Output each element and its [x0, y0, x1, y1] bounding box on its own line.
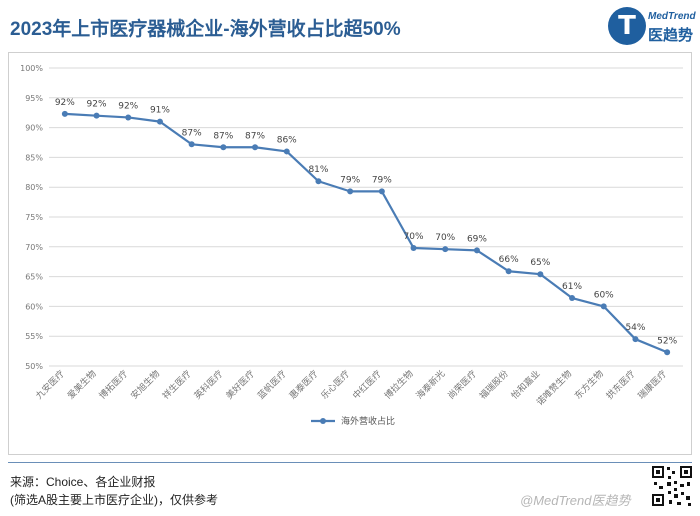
- data-point: [220, 144, 227, 151]
- source-disclaimer: (筛选A股主要上市医疗企业)，仅供参考: [10, 493, 218, 507]
- logo-t-icon: T: [608, 7, 646, 45]
- data-label: 81%: [308, 165, 328, 175]
- data-point: [442, 246, 449, 253]
- data-point: [347, 188, 354, 195]
- x-tick-label: 瑞康医疗: [635, 368, 669, 402]
- data-label: 60%: [594, 290, 614, 300]
- data-point: [664, 349, 671, 356]
- x-tick-label: 英科医疗: [192, 368, 226, 402]
- data-label: 87%: [245, 131, 265, 141]
- chart-container: 50% 55% 60% 65% 70% 75% 80% 85% 90% 95% 100% 九安医疗 爱美…: [8, 52, 692, 455]
- y-tick-label: 100%: [20, 64, 43, 73]
- logo-text-en: MedTrend: [648, 11, 696, 22]
- y-tick-label: 55%: [25, 332, 43, 341]
- x-tick-label: 怡和嘉业: [509, 368, 543, 402]
- x-tick-label: 爱美生物: [65, 368, 99, 402]
- data-point: [283, 148, 290, 155]
- x-tick-label: 乐心医疗: [318, 368, 352, 402]
- data-label: 87%: [213, 131, 233, 141]
- header: 2023年上市医疗器械企业-海外营收占比超50% T MedTrend 医趋势: [0, 0, 700, 52]
- x-tick-label: 祥生医疗: [160, 368, 194, 402]
- x-tick-label: 安旭生物: [128, 368, 162, 402]
- data-label: 70%: [435, 233, 455, 243]
- data-point: [410, 244, 417, 251]
- data-point: [188, 141, 195, 148]
- y-tick-label: 90%: [25, 124, 43, 133]
- data-point: [156, 118, 163, 125]
- data-label: 79%: [372, 175, 392, 185]
- page-title: 2023年上市医疗器械企业-海外营收占比超50%: [10, 19, 401, 40]
- data-point: [93, 112, 100, 119]
- data-label: 61%: [562, 282, 582, 292]
- data-label: 66%: [499, 255, 519, 265]
- x-tick-label: 博拉生物: [382, 368, 416, 402]
- data-point: [252, 144, 259, 151]
- y-tick-label: 85%: [25, 153, 43, 162]
- data-label: 86%: [277, 135, 297, 145]
- y-tick-label: 80%: [25, 183, 43, 192]
- x-tick-label: 蓝帆医疗: [255, 368, 289, 402]
- data-point: [505, 268, 512, 275]
- data-label: 79%: [340, 175, 360, 185]
- data-point: [473, 247, 480, 254]
- legend-marker: [320, 418, 326, 424]
- data-label: 54%: [625, 323, 645, 333]
- x-tick-label: 尚荣医疗: [445, 368, 479, 402]
- x-tick-label: 海泰新光: [413, 368, 447, 402]
- series-line: [64, 112, 668, 354]
- x-tick-label: 九安医疗: [33, 368, 67, 402]
- data-label: 87%: [182, 128, 202, 138]
- y-tick-label: 75%: [25, 213, 43, 222]
- x-tick-label: 中红医疗: [350, 368, 384, 402]
- x-tick-label: 美好医疗: [223, 368, 257, 402]
- source-note: 来源：Choice、各企业财报: [10, 475, 156, 489]
- data-label: 92%: [87, 100, 107, 110]
- data-label: 52%: [657, 336, 677, 346]
- x-tick-label: 福瑞股份: [477, 368, 511, 402]
- data-point: [632, 336, 639, 343]
- data-point: [600, 303, 607, 310]
- data-point: [315, 178, 322, 185]
- data-label: 92%: [118, 101, 138, 111]
- medtrend-logo: T MedTrend 医趋势: [608, 7, 696, 47]
- x-tick-label: 博拓医疗: [96, 368, 130, 402]
- y-tick-label: 95%: [25, 94, 43, 103]
- y-tick-label: 65%: [25, 273, 43, 282]
- qr-code-icon: [650, 464, 694, 508]
- data-label: 69%: [467, 234, 487, 244]
- logo-text-cn: 医趋势: [648, 27, 694, 44]
- data-label: 70%: [404, 232, 424, 242]
- x-tick-label: 东方生物: [572, 368, 606, 402]
- footer-divider: [8, 462, 692, 463]
- y-tick-label: 70%: [25, 243, 43, 252]
- data-point: [125, 114, 132, 121]
- data-point: [61, 110, 68, 117]
- data-label: 92%: [55, 98, 75, 108]
- y-tick-label: 60%: [25, 302, 43, 311]
- x-tick-label: 拱东医疗: [604, 368, 638, 402]
- y-tick-label: 50%: [25, 362, 43, 371]
- data-point: [537, 271, 544, 278]
- data-point: [569, 295, 576, 302]
- data-label: 91%: [150, 106, 170, 116]
- legend-entry: 海外营收占比: [341, 415, 395, 427]
- data-point: [378, 188, 385, 195]
- watermark: @MedTrend医趋势: [520, 493, 631, 508]
- line-chart: 50% 55% 60% 65% 70% 75% 80% 85% 90% 95% 100% 九安医疗 爱美…: [20, 64, 683, 427]
- x-tick-label: 惠泰医疗: [287, 368, 321, 402]
- data-label: 65%: [530, 258, 550, 268]
